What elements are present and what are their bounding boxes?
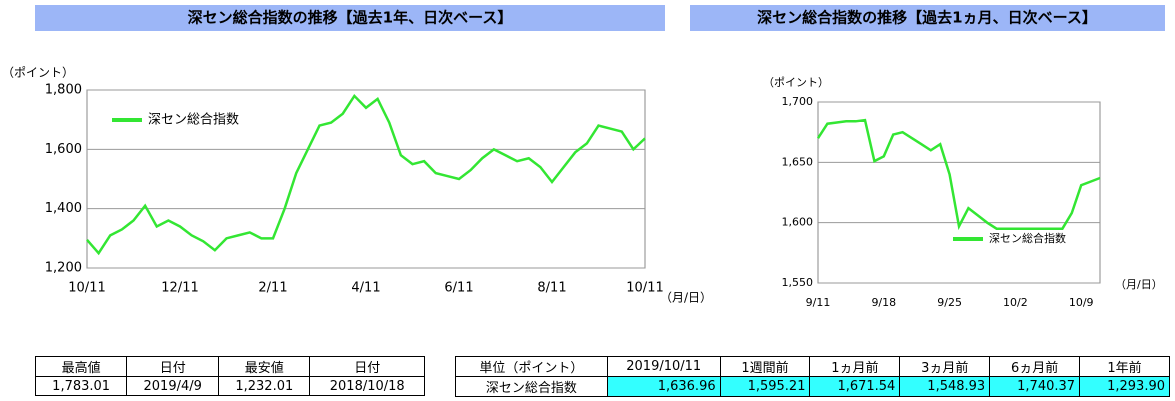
table-cell: 1,293.90 bbox=[1079, 376, 1170, 397]
title-bar bbox=[690, 5, 1165, 31]
x-tick-label: 2/11 bbox=[258, 281, 287, 296]
y-tick-label: 1,550 bbox=[782, 276, 814, 289]
table-cell: 1,232.01 bbox=[218, 376, 311, 396]
table-cell: 2018/10/18 bbox=[309, 376, 425, 396]
x-tick-label: 12/11 bbox=[161, 281, 198, 296]
table-cell: 1,548.93 bbox=[899, 376, 991, 397]
table-cell: 2019/4/9 bbox=[126, 376, 220, 396]
table-cell: 1,740.37 bbox=[989, 376, 1081, 397]
table-cell: 1,783.01 bbox=[34, 376, 128, 396]
y-tick-label: 1,400 bbox=[45, 201, 82, 216]
x-tick-label: 9/18 bbox=[871, 296, 896, 309]
y-tick-label: 1,600 bbox=[45, 142, 82, 157]
x-tick-label: 10/2 bbox=[1003, 296, 1028, 309]
line-series bbox=[86, 93, 646, 256]
table-row: 1,783.01 2019/4/9 1,232.01 2018/10/18 bbox=[34, 376, 425, 396]
y-tick-label: 1,600 bbox=[782, 216, 814, 229]
x-tick-label: 10/9 bbox=[1069, 296, 1094, 309]
table-cell: 3ヵ月前 bbox=[899, 356, 991, 377]
table-cell: 日付 bbox=[309, 356, 425, 377]
table-cell: 2019/10/11 bbox=[606, 356, 721, 377]
x-tick-label: 6/11 bbox=[444, 281, 473, 296]
x-tick-label: 8/11 bbox=[537, 281, 566, 296]
x-tick-label: 4/11 bbox=[351, 281, 380, 296]
x-tick-label: 10/11 bbox=[626, 281, 663, 296]
table-cell: 最高値 bbox=[34, 356, 128, 377]
x-axis-label: （月/日） bbox=[1115, 278, 1163, 291]
y-tick-label: 1,700 bbox=[782, 95, 814, 108]
table-row: 深セン総合指数 1,636.96 1,595.21 1,671.54 1,548.93 1… bbox=[455, 376, 1170, 397]
y-tick-label: 1,650 bbox=[782, 155, 814, 168]
table-cell: 深セン総合指数 bbox=[455, 376, 608, 397]
table-cell: 日付 bbox=[126, 356, 220, 377]
chart-title: 深セン総合指数の推移【過去1ヵ月、日次ベース】 bbox=[757, 9, 1097, 27]
high-low-table: 最高値 日付 最安値 日付 1,783.01 2019/4/9 1,232.01 2018/1… bbox=[34, 356, 425, 396]
legend-label: 深セン総合指数 bbox=[989, 231, 1066, 245]
x-tick-label: 9/11 bbox=[806, 296, 831, 309]
charts: 深セン総合指数の推移【過去1年、日次ベース】 深セン総合指数の推移【過去1ヵ月、… bbox=[2, 5, 1165, 309]
title-bar bbox=[35, 5, 665, 31]
plot-area bbox=[817, 101, 1101, 284]
y-tick-label: 1,200 bbox=[45, 261, 82, 276]
table-cell: 1,671.54 bbox=[809, 376, 901, 397]
table-cell: 最安値 bbox=[218, 356, 311, 377]
table-cell: 単位（ポイント） bbox=[455, 356, 608, 377]
legend-label: 深セン総合指数 bbox=[148, 113, 239, 128]
table-row: 最高値 日付 最安値 日付 bbox=[34, 356, 425, 377]
table-cell: 1,636.96 bbox=[606, 376, 721, 397]
table-cell: 1,595.21 bbox=[719, 376, 811, 397]
table-cell: 6ヵ月前 bbox=[989, 356, 1081, 377]
change-table: 単位（ポイント） 2019/10/11 1週間前 1ヵ月前 3ヵ月前 6ヵ月前 1年前 深セン… bbox=[455, 356, 1170, 397]
y-tick-label: 1,800 bbox=[45, 83, 82, 98]
plot-area bbox=[86, 89, 646, 269]
table-cell: 1ヵ月前 bbox=[809, 356, 901, 377]
line-series bbox=[816, 118, 1101, 231]
table-row: 単位（ポイント） 2019/10/11 1週間前 1ヵ月前 3ヵ月前 6ヵ月前 1年前 bbox=[455, 356, 1170, 377]
y-axis-label: （ポイント） bbox=[763, 76, 829, 89]
x-axis-label: （月/日） bbox=[660, 291, 712, 305]
chart-title: 深セン総合指数の推移【過去1年、日次ベース】 bbox=[188, 9, 513, 27]
table-cell: 1年前 bbox=[1079, 356, 1170, 377]
table-cell: 1週間前 bbox=[719, 356, 811, 377]
y-axis-label: （ポイント） bbox=[2, 66, 74, 80]
x-tick-label: 9/25 bbox=[937, 296, 962, 309]
x-tick-label: 10/11 bbox=[68, 281, 105, 296]
